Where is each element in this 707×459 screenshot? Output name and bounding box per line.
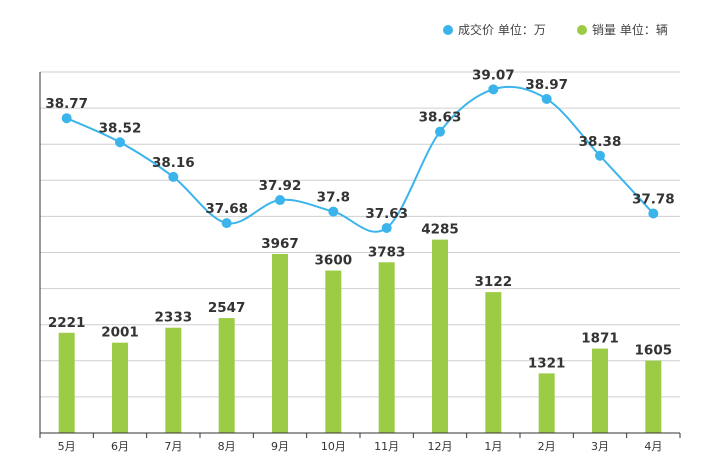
sales-bar xyxy=(592,348,608,433)
legend-sales-label: 销量 单位：辆 xyxy=(592,22,668,37)
price-point xyxy=(648,208,659,219)
price-point xyxy=(275,195,285,206)
price-point-label: 38.38 xyxy=(579,134,622,150)
price-point xyxy=(221,218,232,229)
price-point-label: 38.77 xyxy=(45,96,88,112)
sales-bar-label: 2221 xyxy=(48,315,86,331)
x-tick-label: 9月 xyxy=(271,440,289,453)
price-point-label: 37.63 xyxy=(365,206,408,222)
price-point xyxy=(435,126,445,137)
legend: 成交价 单位：万 销量 单位：辆 xyxy=(443,22,668,37)
price-point-label: 38.52 xyxy=(99,120,142,136)
price-point-label: 37.8 xyxy=(317,190,350,206)
sales-bar xyxy=(485,292,502,433)
sales-bar-label: 3783 xyxy=(368,244,406,260)
legend-price-label: 成交价 单位：万 xyxy=(458,22,546,37)
sales-bar xyxy=(325,270,342,433)
price-point xyxy=(381,222,392,233)
axes xyxy=(39,72,681,438)
price-point xyxy=(328,206,339,217)
x-tick-label: 3月 xyxy=(591,440,609,453)
x-tick-label: 1月 xyxy=(484,440,502,453)
x-tick-label: 5月 xyxy=(58,440,76,453)
x-tick-label: 7月 xyxy=(164,440,182,453)
sales-bar xyxy=(218,318,235,433)
sales-bar xyxy=(272,253,288,433)
price-point-label: 37.68 xyxy=(205,201,248,217)
sales-bar-label: 2333 xyxy=(155,310,193,326)
price-point-label: 38.63 xyxy=(419,110,462,126)
sales-bar-label: 2547 xyxy=(208,300,246,316)
price-line-series: 38.77 38.52 38.16 37.68 37.92 37.8 37.63 38.63 3… xyxy=(45,67,675,233)
sales-bar-label: 2001 xyxy=(101,325,139,341)
x-tick-label: 8月 xyxy=(218,440,236,453)
sales-bar-label: 3600 xyxy=(315,253,353,269)
x-tick-label: 4月 xyxy=(644,440,662,453)
price-point-label: 37.78 xyxy=(632,192,675,208)
sales-bar-label: 3122 xyxy=(475,274,513,290)
sales-bar xyxy=(58,332,75,433)
price-point-label: 38.97 xyxy=(525,77,568,93)
price-point xyxy=(541,93,552,104)
sales-bar-label: 3967 xyxy=(261,236,299,252)
sales-bar-label: 1605 xyxy=(635,343,673,359)
sales-bar-label: 1321 xyxy=(528,355,566,371)
price-point xyxy=(61,113,72,124)
sales-bar xyxy=(165,327,182,433)
sales-bar xyxy=(645,360,662,433)
sales-bars xyxy=(58,239,662,433)
sales-bar xyxy=(378,262,395,433)
price-point-label: 39.07 xyxy=(472,67,515,83)
sales-bar-label: 1871 xyxy=(581,331,619,347)
price-point-label: 37.92 xyxy=(259,178,302,194)
price-point xyxy=(595,150,605,161)
legend-price-marker xyxy=(443,25,453,35)
sales-bar xyxy=(432,239,448,433)
x-tick-label: 11月 xyxy=(374,440,399,453)
sales-bar-labels: 2221 2001 2333 2547 3967 3600 3783 4285 3122 1321… xyxy=(48,222,672,372)
x-tick-label: 6月 xyxy=(111,440,129,453)
x-tick-label: 10月 xyxy=(321,440,346,453)
price-point xyxy=(488,84,499,95)
sales-bar-label: 4285 xyxy=(421,222,459,238)
x-axis-tick-labels: 5月 6月 7月 8月 9月 10月 11月 12月 1月 2月 3月 4月 xyxy=(58,440,663,453)
legend-sales-marker xyxy=(577,25,587,35)
price-point xyxy=(168,171,179,182)
sales-bar xyxy=(112,342,128,433)
price-point-label: 38.16 xyxy=(152,155,195,171)
sales-bar xyxy=(538,373,555,433)
x-tick-label: 12月 xyxy=(428,440,453,453)
gridlines xyxy=(40,71,680,398)
price-point xyxy=(115,137,125,148)
x-tick-label: 2月 xyxy=(538,440,556,453)
